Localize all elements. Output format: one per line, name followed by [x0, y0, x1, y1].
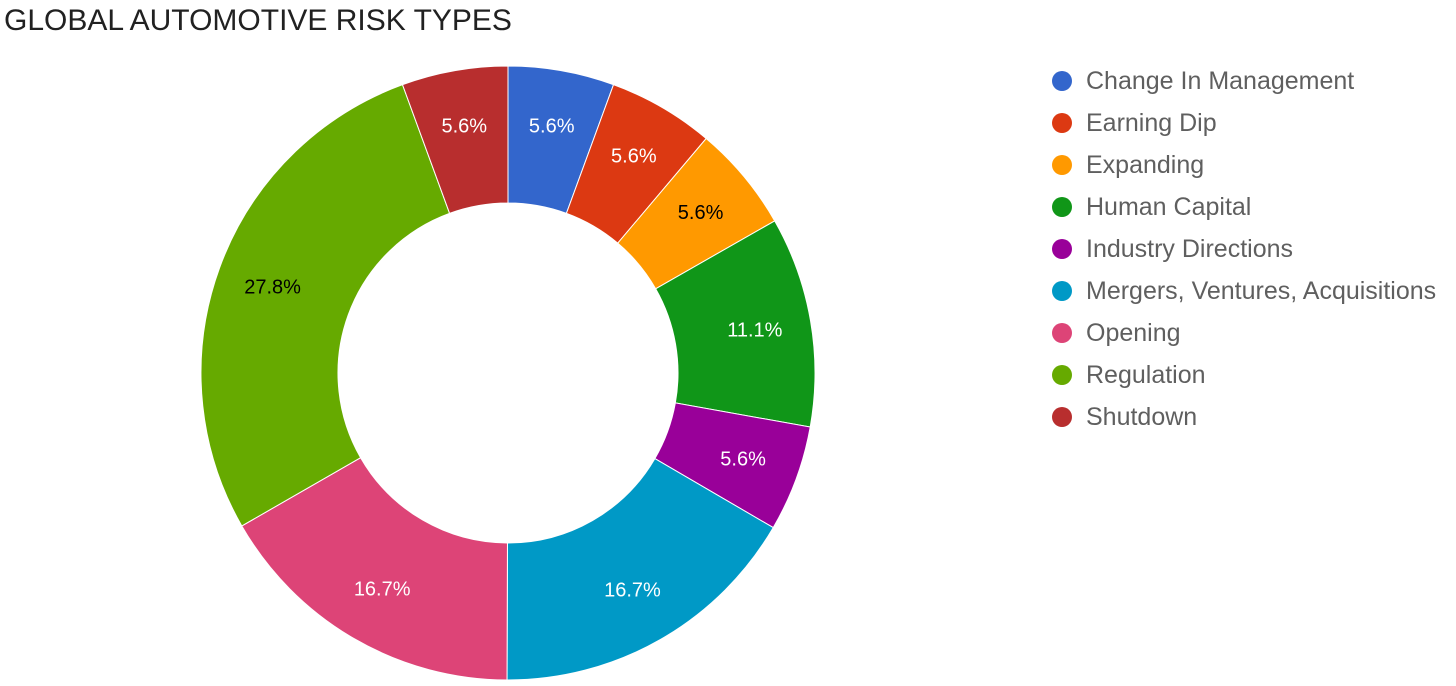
- legend-item-industry-directions: Industry Directions: [1052, 228, 1436, 270]
- legend-label: Industry Directions: [1086, 234, 1294, 263]
- legend-label: Regulation: [1086, 360, 1206, 389]
- slice-label-shutdown: 5.6%: [441, 115, 487, 137]
- slice-shutdown: [401, 65, 509, 214]
- slice-mergers-ventures-acquisitions: [506, 457, 774, 681]
- legend-swatch: [1052, 323, 1072, 343]
- donut-slice-labels: 5.6% 5.6% 5.6% 11.1% 5.6% 16.7% 16.7% 27.8% 5.6%: [244, 115, 782, 601]
- slice-label-change-in-management: 5.6%: [529, 115, 575, 137]
- legend-swatch: [1052, 281, 1072, 301]
- legend-swatch: [1052, 71, 1072, 91]
- slice-label-human-capital: 11.1%: [727, 319, 782, 341]
- legend-item-change-in-management: Change In Management: [1052, 60, 1436, 102]
- slice-label-mergers-ventures-acquisitions: 16.7%: [604, 579, 661, 601]
- legend-swatch: [1052, 407, 1072, 427]
- slice-regulation: [200, 84, 451, 527]
- legend-swatch: [1052, 155, 1072, 175]
- legend-swatch: [1052, 239, 1072, 259]
- legend-swatch: [1052, 113, 1072, 133]
- slice-label-industry-directions: 5.6%: [720, 448, 766, 470]
- legend-label: Change In Management: [1086, 66, 1355, 95]
- legend-item-earning-dip: Earning Dip: [1052, 102, 1436, 144]
- legend-item-human-capital: Human Capital: [1052, 186, 1436, 228]
- slice-opening: [241, 457, 508, 681]
- legend-label: Shutdown: [1086, 402, 1198, 431]
- slice-label-opening: 16.7%: [354, 579, 411, 601]
- legend-swatch: [1052, 197, 1072, 217]
- donut-slices: [200, 65, 816, 681]
- legend-item-expanding: Expanding: [1052, 144, 1436, 186]
- legend-item-shutdown: Shutdown: [1052, 396, 1436, 438]
- legend-label: Earning Dip: [1086, 108, 1217, 137]
- chart-legend: Change In Management Earning Dip Expanding…: [1052, 60, 1436, 438]
- chart-title: GLOBAL AUTOMOTIVE RISK TYPES: [4, 4, 512, 37]
- donut-chart: 5.6% 5.6% 5.6% 11.1% 5.6% 16.7% 16.7% 27.8% 5.6%: [200, 65, 816, 681]
- legend-swatch: [1052, 365, 1072, 385]
- legend-item-regulation: Regulation: [1052, 354, 1436, 396]
- legend-label: Mergers, Ventures, Acquisitions: [1086, 276, 1437, 305]
- slice-label-expanding: 5.6%: [678, 202, 724, 224]
- legend-item-mergers-ventures-acquisitions: Mergers, Ventures, Acquisitions: [1052, 270, 1436, 312]
- slice-label-regulation: 27.8%: [244, 276, 301, 298]
- legend-label: Expanding: [1086, 150, 1205, 179]
- legend-item-opening: Opening: [1052, 312, 1436, 354]
- legend-label: Opening: [1086, 318, 1181, 347]
- slice-label-earning-dip: 5.6%: [611, 145, 657, 167]
- legend-label: Human Capital: [1086, 192, 1252, 221]
